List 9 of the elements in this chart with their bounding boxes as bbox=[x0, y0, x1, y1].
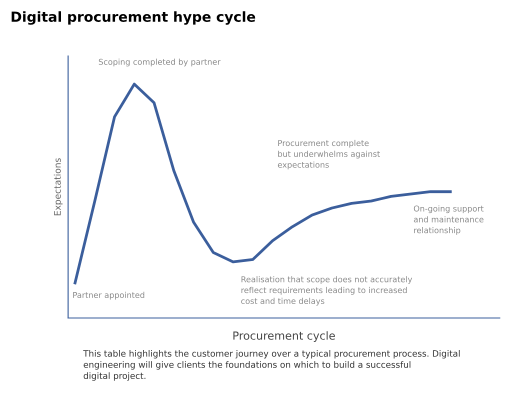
text: This table highlights the customer journey over a typical procurement process. Digital engineering will give clients the foundations on which to build a successful digital project. bbox=[83, 350, 460, 381]
x-axis-title: Procurement cycle bbox=[233, 331, 335, 342]
annotation: Realisation that scope does not accurately reflect requirements leading to increased cost and time delays bbox=[241, 276, 412, 306]
annotation: On-going support and maintenance relationship bbox=[414, 205, 484, 235]
y-axis-title: Expectations bbox=[54, 158, 63, 216]
text: Scoping completed by partner bbox=[98, 58, 221, 66]
chart-title: Digital procurement hype cycle bbox=[12, 11, 256, 25]
annotation: Procurement complete but underwhelms against expectations bbox=[278, 140, 380, 170]
annotation: Partner appointed bbox=[73, 292, 144, 300]
